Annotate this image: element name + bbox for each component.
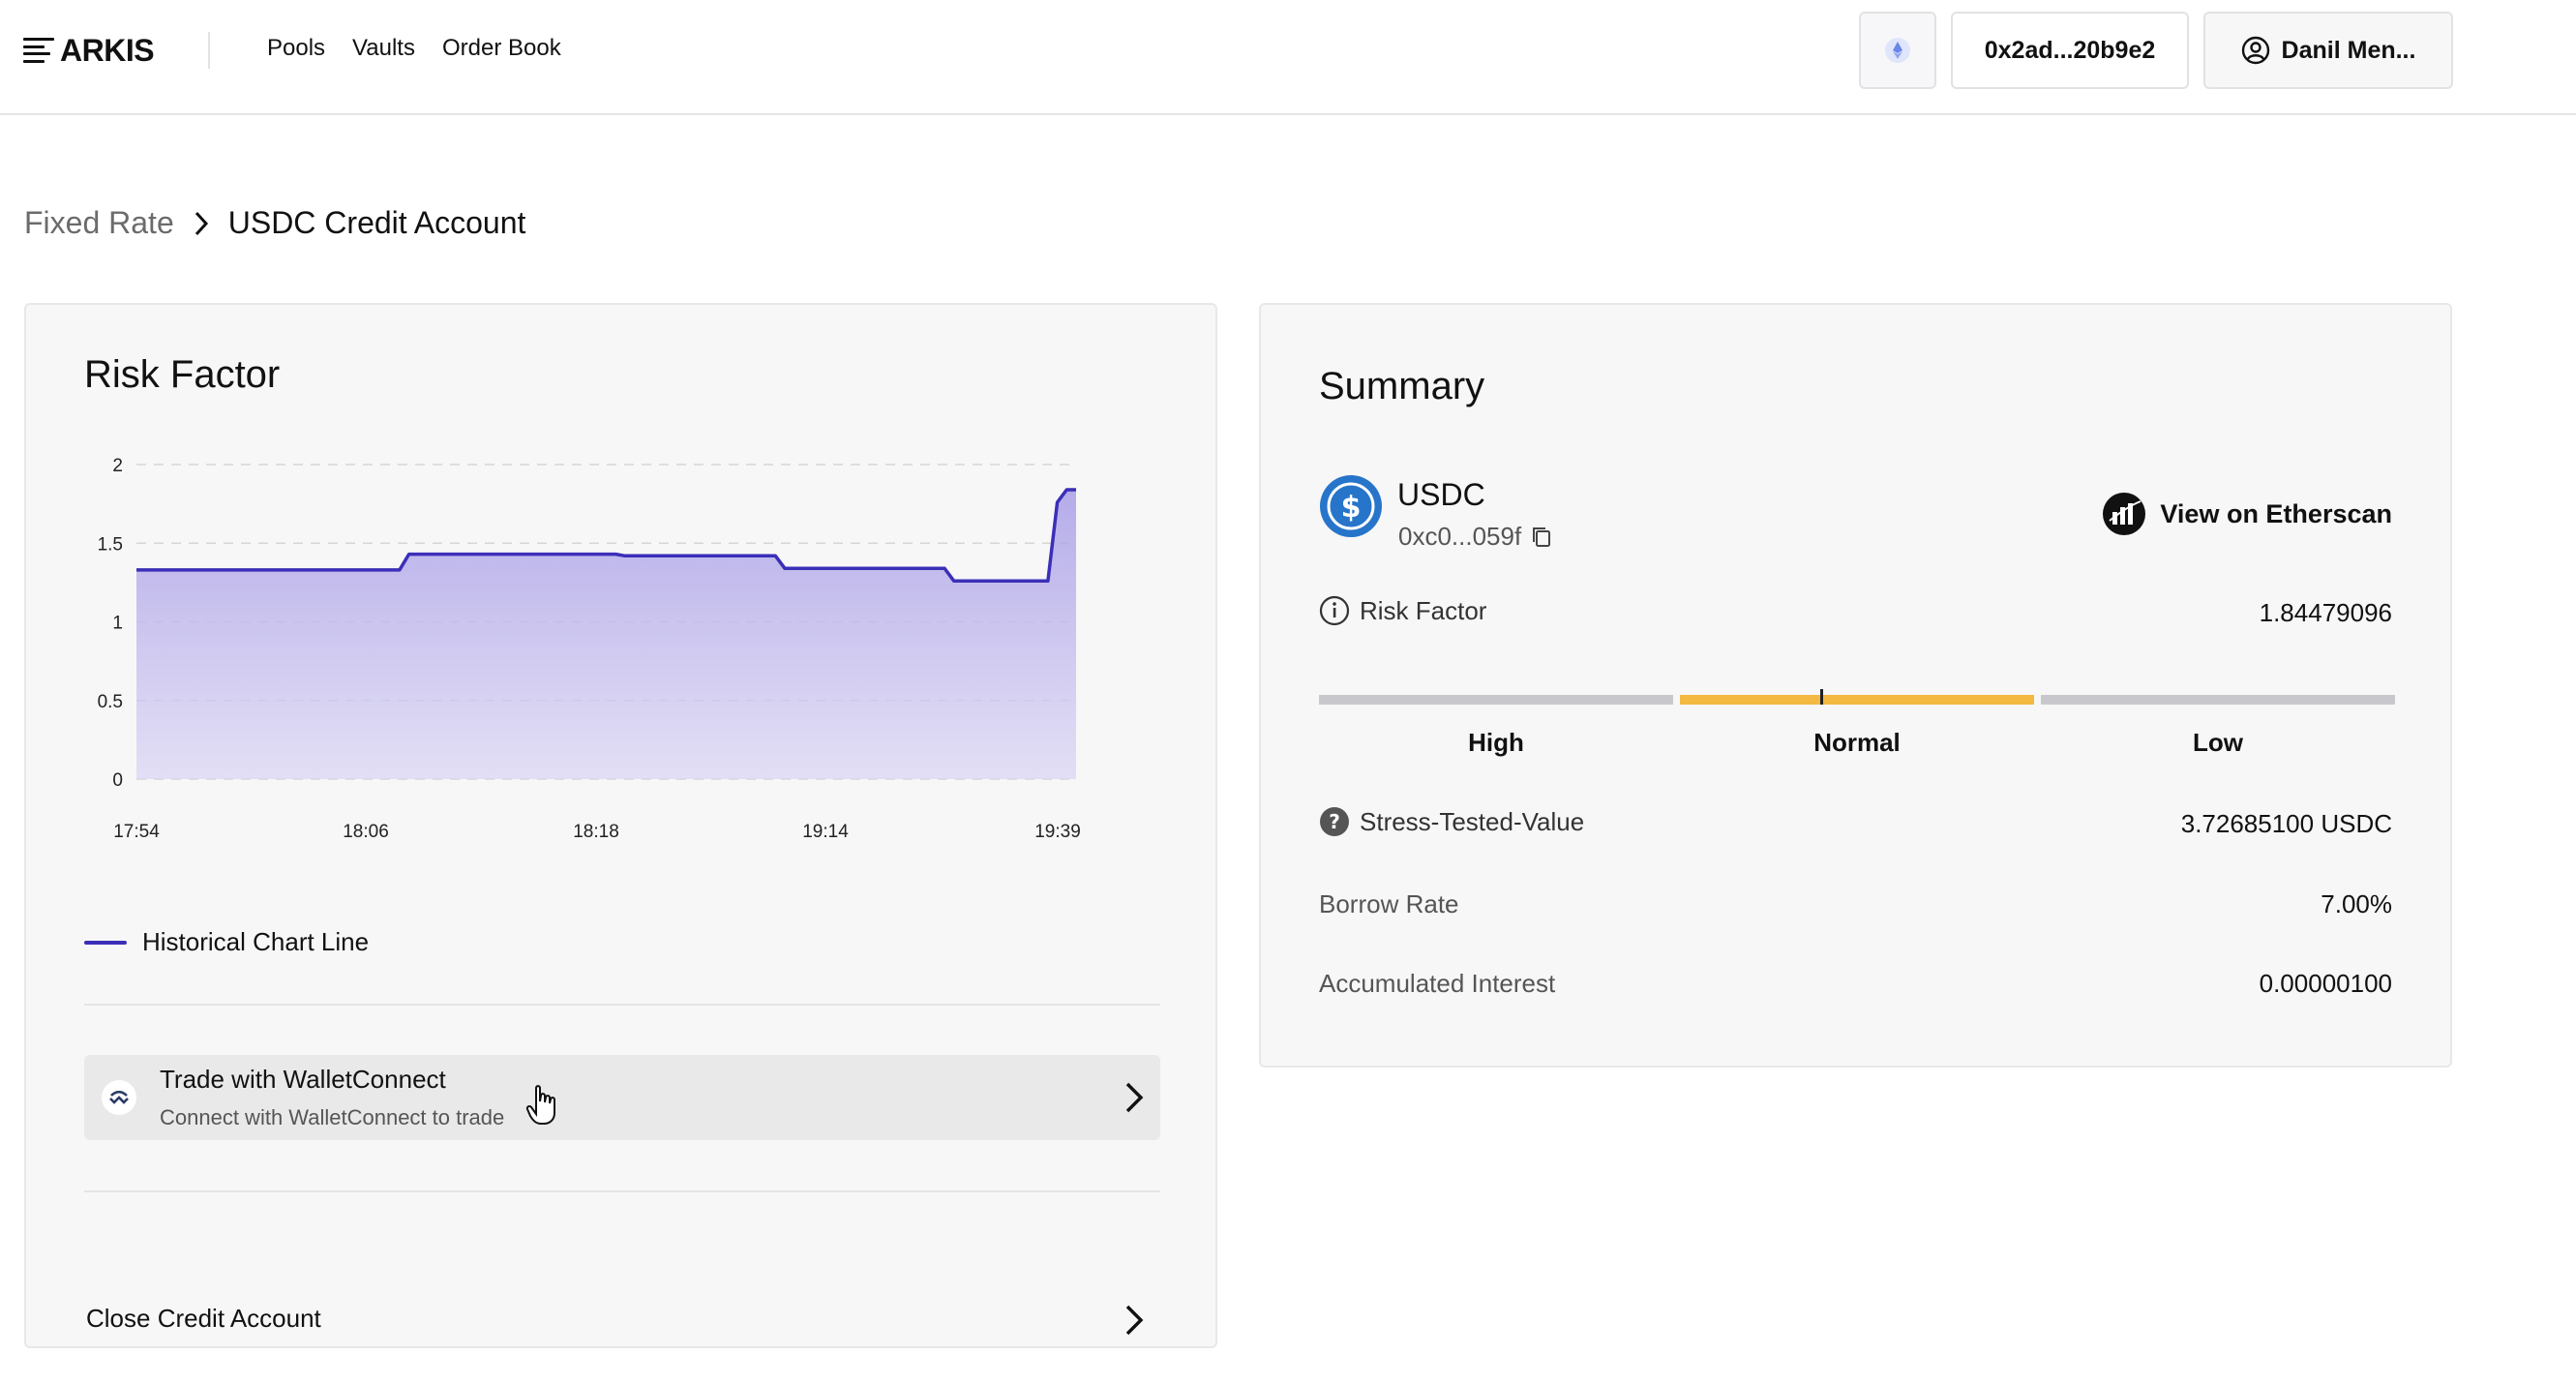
token-name: USDC [1397, 477, 1485, 512]
x-tick-label: 18:06 [343, 822, 389, 842]
y-tick-label: 1 [112, 614, 123, 634]
info-icon[interactable] [1319, 595, 1350, 626]
risk-factor-chart: 0 0.5 1 1.5 2 17:54 18:06 18:18 19:14 19:39 [55, 450, 1139, 857]
y-tick-label: 0 [112, 770, 123, 791]
risk-segment-normal [1680, 695, 2034, 705]
trade-title: Trade with WalletConnect [160, 1065, 446, 1094]
user-circle-icon [2241, 36, 2269, 65]
trade-walletconnect-button[interactable]: Trade with WalletConnect Connect with Wa… [84, 1055, 1160, 1140]
chevron-right-icon [1125, 1305, 1144, 1336]
token-address-row: 0xc0...059f [1398, 522, 1552, 552]
risk-level-normal-label: Normal [1813, 728, 1901, 757]
etherscan-icon [2103, 493, 2146, 535]
nav-link-pools[interactable]: Pools [267, 35, 326, 61]
wallet-address-button[interactable]: 0x2ad...20b9e2 [1951, 12, 2189, 89]
risk-factor-row-label: Risk Factor [1319, 595, 1486, 626]
risk-segment-high [1319, 695, 1673, 705]
user-name: Danil Men... [2281, 36, 2416, 64]
trade-subtitle: Connect with WalletConnect to trade [160, 1105, 505, 1129]
risk-level-high-label: High [1468, 728, 1524, 757]
hand-cursor-icon [525, 1085, 555, 1125]
copy-icon[interactable] [1531, 526, 1552, 549]
ethereum-icon [1885, 38, 1910, 63]
y-tick-label: 1.5 [98, 534, 123, 555]
nav-link-vaults[interactable]: Vaults [352, 35, 415, 61]
accumulated-interest-label: Accumulated Interest [1319, 969, 1556, 998]
stress-tested-label: Stress-Tested-Value [1360, 806, 1585, 836]
token-address: 0xc0...059f [1398, 522, 1522, 551]
network-switch-button[interactable] [1859, 12, 1936, 89]
series-area [136, 490, 1076, 779]
breadcrumb-parent[interactable]: Fixed Rate [24, 205, 174, 240]
main-nav: Pools Vaults Order Book [267, 35, 561, 62]
risk-level-low-label: Low [2193, 728, 2243, 757]
summary-card: Summary $ USDC 0xc0...059f View on Ether… [1259, 303, 2452, 1068]
top-header: ARKIS Pools Vaults Order Book 0x2ad...20… [0, 0, 2576, 115]
svg-text:?: ? [1329, 810, 1340, 833]
chart-legend: Historical Chart Line [84, 927, 369, 957]
chevron-right-icon [1125, 1082, 1144, 1113]
risk-factor-value: 1.84479096 [2259, 598, 2392, 627]
x-tick-label: 19:39 [1034, 822, 1081, 842]
etherscan-label: View on Etherscan [2160, 498, 2392, 528]
usdc-token-icon: $ [1320, 475, 1382, 537]
stress-tested-value: 3.72685100 USDC [2180, 809, 2392, 838]
close-credit-account-label: Close Credit Account [86, 1304, 321, 1333]
breadcrumb: Fixed Rate USDC Credit Account [24, 205, 525, 241]
walletconnect-icon [102, 1080, 136, 1115]
svg-text:$: $ [1341, 491, 1362, 525]
y-tick-label: 2 [112, 456, 123, 476]
arkis-logo[interactable]: ARKIS [23, 32, 155, 68]
accumulated-interest-value: 0.00000100 [2259, 969, 2392, 998]
divider [84, 1004, 1160, 1006]
nav-link-order-book[interactable]: Order Book [441, 35, 561, 61]
stress-tested-row-label: ? Stress-Tested-Value [1319, 806, 1584, 837]
x-tick-label: 17:54 [113, 822, 160, 842]
x-tick-label: 18:18 [573, 822, 619, 842]
logo-text: ARKIS [60, 32, 155, 68]
y-tick-label: 0.5 [98, 692, 123, 712]
close-credit-account-button[interactable]: Close Credit Account [84, 1282, 1160, 1360]
risk-level-bar [1319, 689, 2395, 707]
risk-factor-title: Risk Factor [84, 353, 281, 396]
borrow-rate-label: Borrow Rate [1319, 889, 1459, 918]
user-menu-button[interactable]: Danil Men... [2203, 12, 2453, 89]
breadcrumb-current: USDC Credit Account [227, 205, 526, 240]
view-on-etherscan-link[interactable]: View on Etherscan [2102, 492, 2392, 536]
divider [84, 1190, 1160, 1192]
legend-label: Historical Chart Line [142, 927, 370, 956]
summary-title: Summary [1319, 365, 1485, 407]
risk-level-marker [1820, 689, 1823, 705]
logo-mark-icon [23, 38, 54, 63]
risk-factor-label: Risk Factor [1360, 595, 1487, 625]
x-tick-label: 19:14 [802, 822, 849, 842]
help-icon[interactable]: ? [1319, 806, 1350, 837]
series-line [136, 488, 1076, 584]
risk-segment-low [2041, 695, 2395, 705]
borrow-rate-value: 7.00% [2321, 889, 2392, 918]
risk-chart-svg: 0 0.5 1 1.5 2 17:54 18:06 18:18 19:14 19:39 [98, 456, 1081, 842]
chevron-right-icon [195, 211, 208, 235]
risk-factor-card: Risk Factor 0 0.5 1 1.5 2 17:54 18:06 18:18 19:… [24, 303, 1217, 1348]
header-divider [208, 32, 210, 69]
legend-line-swatch [84, 940, 127, 945]
